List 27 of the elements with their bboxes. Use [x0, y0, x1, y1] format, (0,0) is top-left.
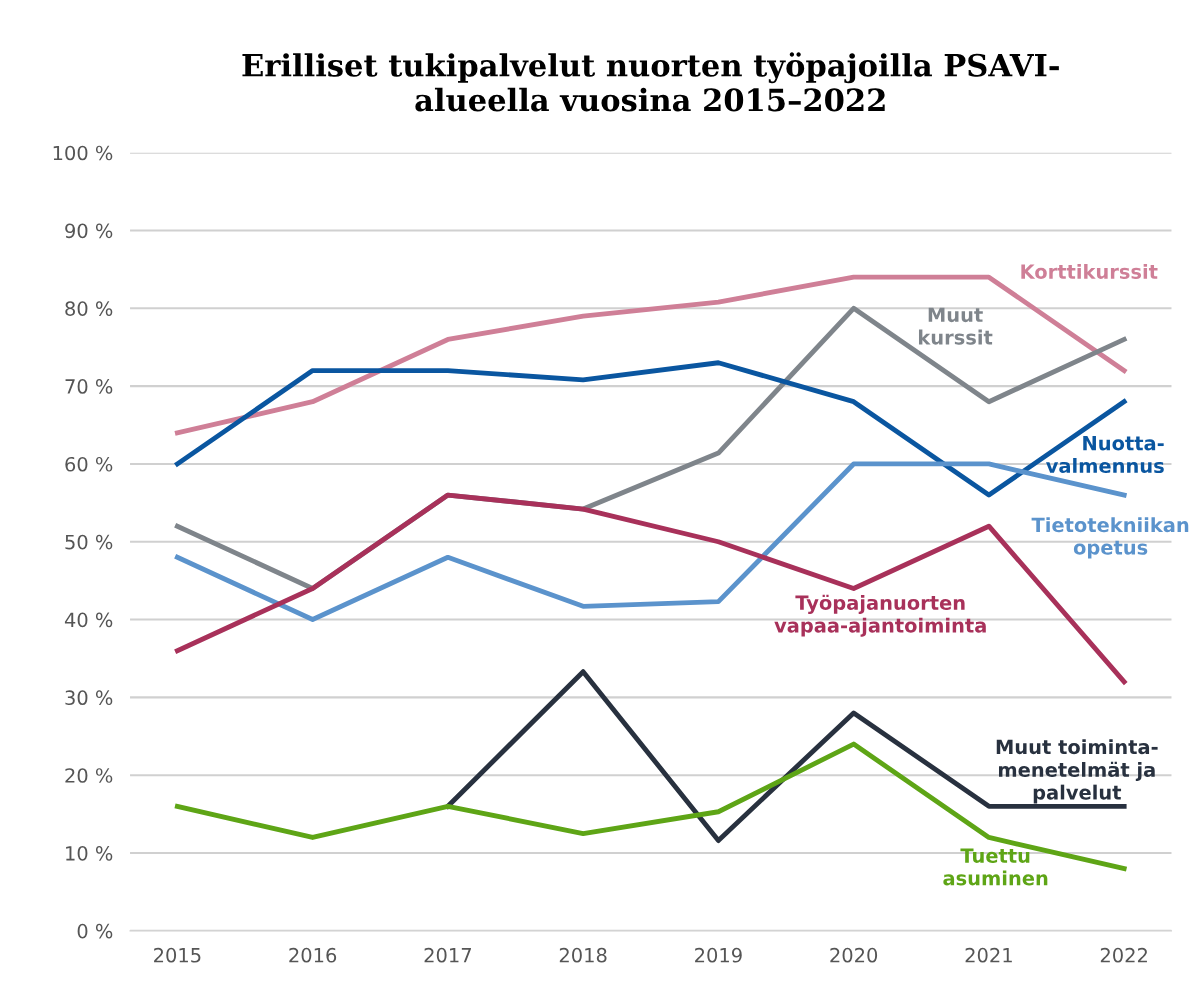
x-tick-label: 2015	[154, 947, 201, 963]
y-tick-label: 30 %	[65, 690, 113, 706]
series-label: Korttikurssit	[1021, 263, 1158, 279]
y-tick-label: 0 %	[77, 923, 113, 939]
x-tick-label: 2021	[965, 947, 1012, 963]
y-tick-label: 70 %	[65, 379, 113, 394]
y-tick-label: 80 %	[65, 301, 113, 316]
series-label: Muut toiminta- menetelmät ja palvelut	[996, 739, 1158, 804]
y-tick-label: 50 %	[65, 534, 113, 550]
y-tick-label: 90 %	[65, 223, 113, 239]
text: Tietotekniikan opetus	[1031, 517, 1189, 559]
y-tick-label: 60 %	[65, 456, 113, 472]
x-tick-label: 2017	[424, 947, 471, 963]
y-tick-label: 100 %	[53, 145, 113, 161]
series-label: Tuettu asuminen	[943, 848, 1048, 886]
series-label: Työpajanuorten vapaa-ajantoiminta	[774, 594, 986, 637]
x-tick-label: 2016	[289, 947, 337, 963]
series-label: Muut kurssit	[918, 307, 993, 345]
x-tick-label: 2022	[1100, 947, 1147, 963]
series-label: Nuotta- valmennus	[1046, 436, 1164, 474]
x-tick-label: 2020	[830, 947, 878, 963]
y-tick-label: 40 %	[64, 612, 113, 628]
y-tick-label: 20 %	[65, 768, 113, 783]
x-tick-label: 2018	[559, 947, 607, 963]
chart-title: Erilliset tukipalvelut nuorten työpajoilla PSAVI- alueella vuosina 2015–2022	[242, 52, 1059, 112]
y-tick-label: 10 %	[66, 845, 113, 861]
x-tick-label: 2019	[695, 947, 742, 963]
